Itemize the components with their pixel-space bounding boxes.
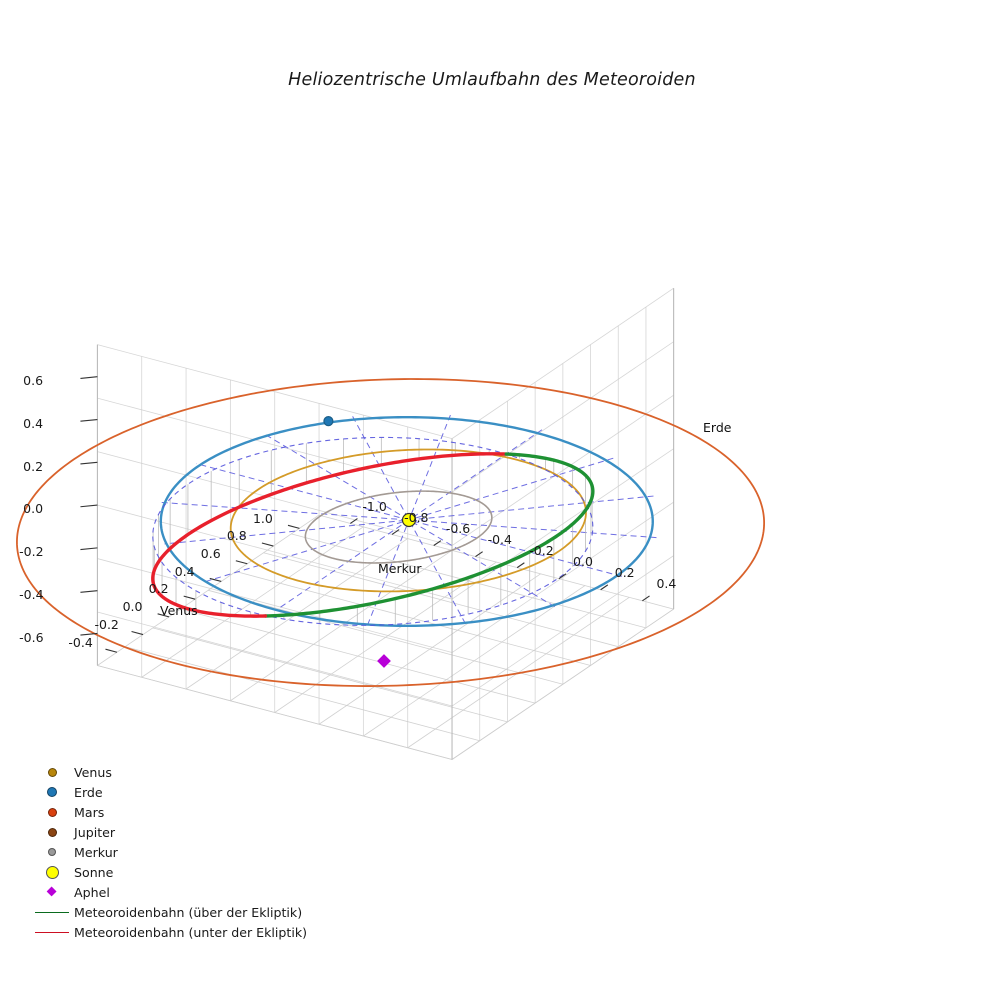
circle-marker-icon [45,865,59,879]
line-swatch [35,911,69,913]
chart-legend: Venus Erde Mars Jupiter Merkur Sonne Aphel Mete… [30,762,307,942]
y-tick-label: -0.6 [445,521,471,537]
legend-item[interactable]: Sonne [30,862,307,882]
x-tick-label: 0.8 [226,528,247,544]
legend-marker-swatch [30,787,74,797]
legend-line-swatch [30,931,74,933]
legend-marker-swatch [30,767,74,777]
legend-label: Aphel [74,884,110,900]
x-tick-label: 0.4 [174,563,195,579]
orbit-projection [152,436,594,626]
y-tick-label: -0.2 [529,543,554,559]
z-tick-label: -0.2 [19,544,44,560]
legend-marker-swatch [30,865,74,879]
legend-label: Jupiter [74,824,116,840]
legend-label: Merkur [74,844,118,860]
legend-item[interactable]: Jupiter [30,822,307,842]
annotation-erde: Erde [703,420,732,435]
legend-item[interactable]: Meteoroidenbahn (unter der Ekliptik) [30,922,307,942]
y-tick-label: 0.0 [573,554,593,570]
annotation-venus: Venus [160,603,198,618]
legend-label: Erde [74,784,103,800]
legend-label: Sonne [74,864,114,880]
z-tick-label: 0.4 [23,415,44,431]
y-tick-label: 0.4 [656,576,677,592]
legend-marker-swatch [30,807,74,817]
y-tick-label: 0.2 [614,565,635,581]
legend-item[interactable]: Aphel [30,882,307,902]
z-tick-label: -0.4 [19,586,44,602]
line-swatch [35,931,69,933]
legend-label: Meteoroidenbahn (über der Ekliptik) [74,904,303,920]
legend-label: Meteoroidenbahn (unter der Ekliptik) [74,924,308,940]
y-tick-label: -0.8 [404,510,429,526]
axis-ticks [80,376,650,653]
legend-item[interactable]: Mars [30,802,307,822]
z-tick-label: 0.0 [23,501,44,517]
x-tick-label: -0.2 [94,616,119,632]
legend-label: Mars [74,804,105,820]
x-tick-label: 0.2 [148,581,169,597]
legend-marker-swatch [30,886,74,898]
legend-marker-swatch [30,827,74,837]
chart-title: Heliozentrische Umlaufbahn des Meteoroid… [288,70,696,90]
z-tick-label: 0.6 [23,373,44,389]
y-tick-label: -0.4 [487,532,512,548]
legend-item[interactable]: Meteoroidenbahn (über der Ekliptik) [30,902,307,922]
legend-item[interactable]: Venus [30,762,307,782]
legend-marker-swatch [30,848,74,856]
circle-marker-icon [47,787,57,797]
legend-item[interactable]: Erde [30,782,307,802]
annotation-merkur: Merkur [378,561,422,576]
circle-marker-icon [47,767,57,777]
x-tick-label: 0.6 [200,546,221,562]
legend-line-swatch [30,911,74,913]
x-tick-label: 0.0 [122,599,143,615]
y-tick-label: -1.0 [362,499,387,515]
z-tick-label: 0.2 [23,458,44,474]
circle-marker-icon [48,848,56,856]
x-tick-label: -0.4 [68,634,93,650]
z-tick-label: -0.6 [19,629,44,645]
x-tick-label: 1.0 [252,510,273,526]
circle-marker-icon [47,827,57,837]
legend-item[interactable]: Merkur [30,842,307,862]
diamond-marker-icon [46,886,58,898]
meteoroid-orbit [151,452,595,618]
grid-lines [96,287,675,760]
planet-orbits [16,378,766,687]
legend-label: Venus [74,764,112,780]
body-markers [323,416,417,668]
circle-marker-icon [47,807,57,817]
